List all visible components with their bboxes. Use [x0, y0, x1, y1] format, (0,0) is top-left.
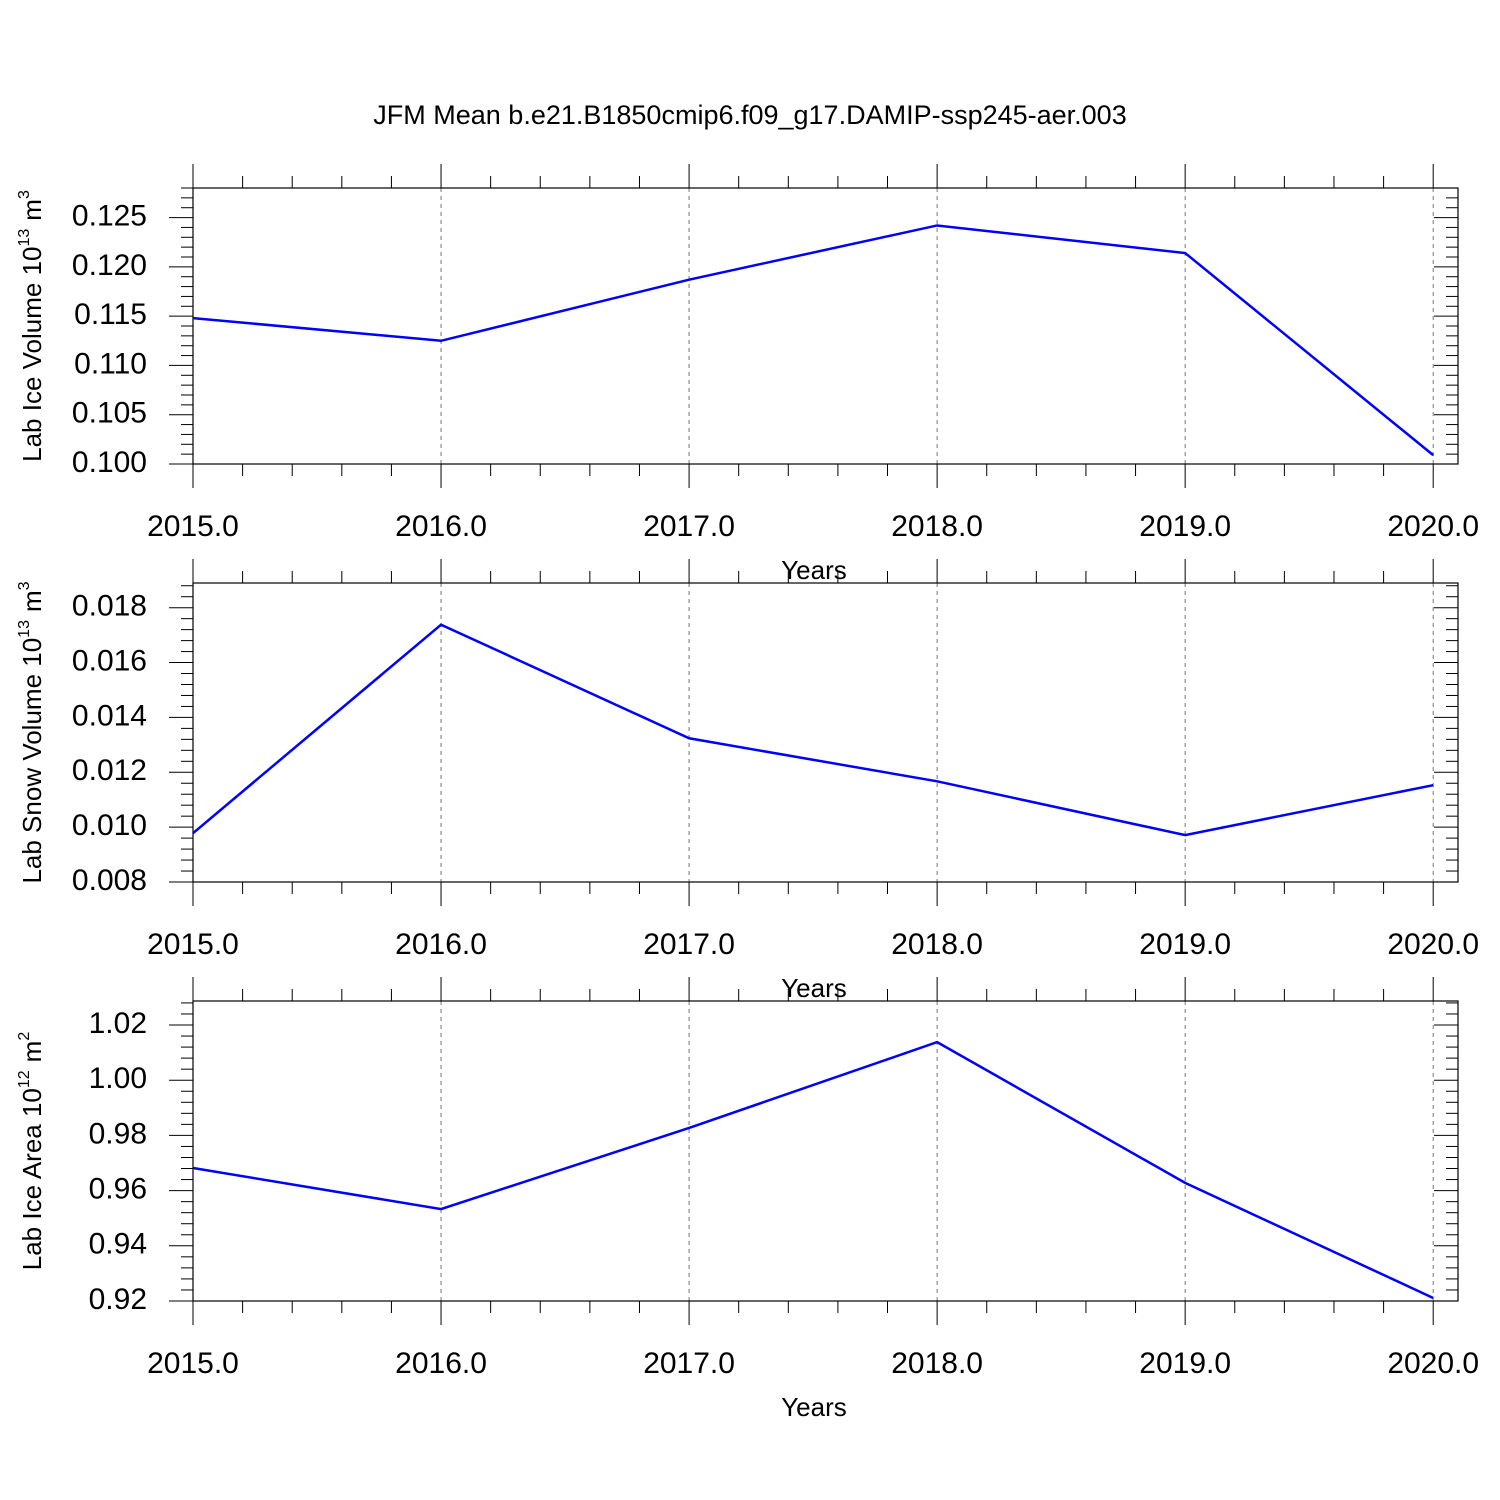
- x-axis-label: Years: [781, 973, 847, 1003]
- x-axis-label: Years: [781, 555, 847, 585]
- x-tick-label: 2019.0: [1139, 928, 1231, 961]
- x-tick-label: 2019.0: [1139, 1347, 1231, 1380]
- y-axis-label-part: m: [17, 199, 47, 221]
- y-tick-label: 0.016: [72, 644, 147, 677]
- data-line: [192, 623, 1434, 837]
- y-tick-label: 0.010: [72, 809, 147, 842]
- data-line: [192, 224, 1434, 457]
- x-tick-label: 2018.0: [891, 928, 983, 961]
- x-tick-label: 2020.0: [1387, 510, 1479, 543]
- y-tick-label: 0.120: [72, 249, 147, 282]
- x-tick-label: 2018.0: [891, 510, 983, 543]
- y-axis-label-part: Lab Ice Volume 10: [17, 246, 47, 461]
- x-tick-label: 2019.0: [1139, 510, 1231, 543]
- y-axis-label-part: m: [17, 1041, 47, 1063]
- x-tick-label: 2020.0: [1387, 928, 1479, 961]
- y-tick-label: 0.94: [89, 1228, 147, 1261]
- y-axis-label-part: 2: [16, 1032, 33, 1041]
- x-tick-label: 2015.0: [147, 510, 239, 543]
- y-axis-label-part: m: [17, 590, 47, 612]
- y-tick-label: 0.105: [72, 397, 147, 430]
- data-line: [192, 1040, 1434, 1300]
- y-tick-label: 0.92: [89, 1283, 147, 1316]
- chart-title: JFM Mean b.e21.B1850cmip6.f09_g17.DAMIP-…: [373, 100, 1126, 130]
- y-tick-label: 1.00: [89, 1062, 147, 1095]
- x-tick-label: 2015.0: [147, 928, 239, 961]
- y-tick-label: 0.014: [72, 699, 147, 732]
- y-tick-label: 0.012: [72, 754, 147, 787]
- plot-frame: [192, 187, 1459, 465]
- x-tick-label: 2018.0: [891, 1347, 983, 1380]
- y-tick-label: 0.100: [72, 446, 147, 479]
- y-axis-label: Lab Ice Volume 1013 m3: [16, 190, 46, 462]
- y-axis-label-part: 13: [16, 620, 33, 638]
- y-tick-label: 0.98: [89, 1117, 147, 1150]
- y-axis-label-part: 13: [16, 229, 33, 247]
- x-tick-label: 2016.0: [395, 1347, 487, 1380]
- x-tick-label: 2017.0: [643, 928, 735, 961]
- y-tick-label: 0.008: [72, 864, 147, 897]
- x-tick-label: 2015.0: [147, 1347, 239, 1380]
- y-tick-label: 0.115: [74, 298, 147, 331]
- y-axis-label: Lab Snow Volume 1013 m3: [16, 581, 46, 883]
- y-axis-label-part: Lab Ice Area 10: [17, 1088, 47, 1270]
- y-tick-label: 0.125: [72, 199, 147, 232]
- y-tick-label: 0.96: [89, 1173, 147, 1206]
- y-axis-label-part: Lab Snow Volume 10: [17, 638, 47, 884]
- y-tick-label: 1.02: [89, 1007, 147, 1040]
- plot-frame: [192, 1000, 1459, 1302]
- x-tick-label: 2016.0: [395, 928, 487, 961]
- x-axis-label: Years: [781, 1392, 847, 1422]
- y-axis-label: Lab Ice Area 1012 m2: [16, 1032, 46, 1271]
- plot-frame: [192, 582, 1459, 883]
- y-axis-label-part: 12: [16, 1070, 33, 1088]
- x-tick-label: 2017.0: [643, 1347, 735, 1380]
- x-tick-label: 2016.0: [395, 510, 487, 543]
- y-tick-label: 0.110: [74, 347, 147, 380]
- y-tick-label: 0.018: [72, 590, 147, 623]
- y-axis-label-part: 3: [16, 190, 33, 199]
- x-tick-label: 2017.0: [643, 510, 735, 543]
- y-axis-label-part: 3: [16, 581, 33, 590]
- x-tick-label: 2020.0: [1387, 1347, 1479, 1380]
